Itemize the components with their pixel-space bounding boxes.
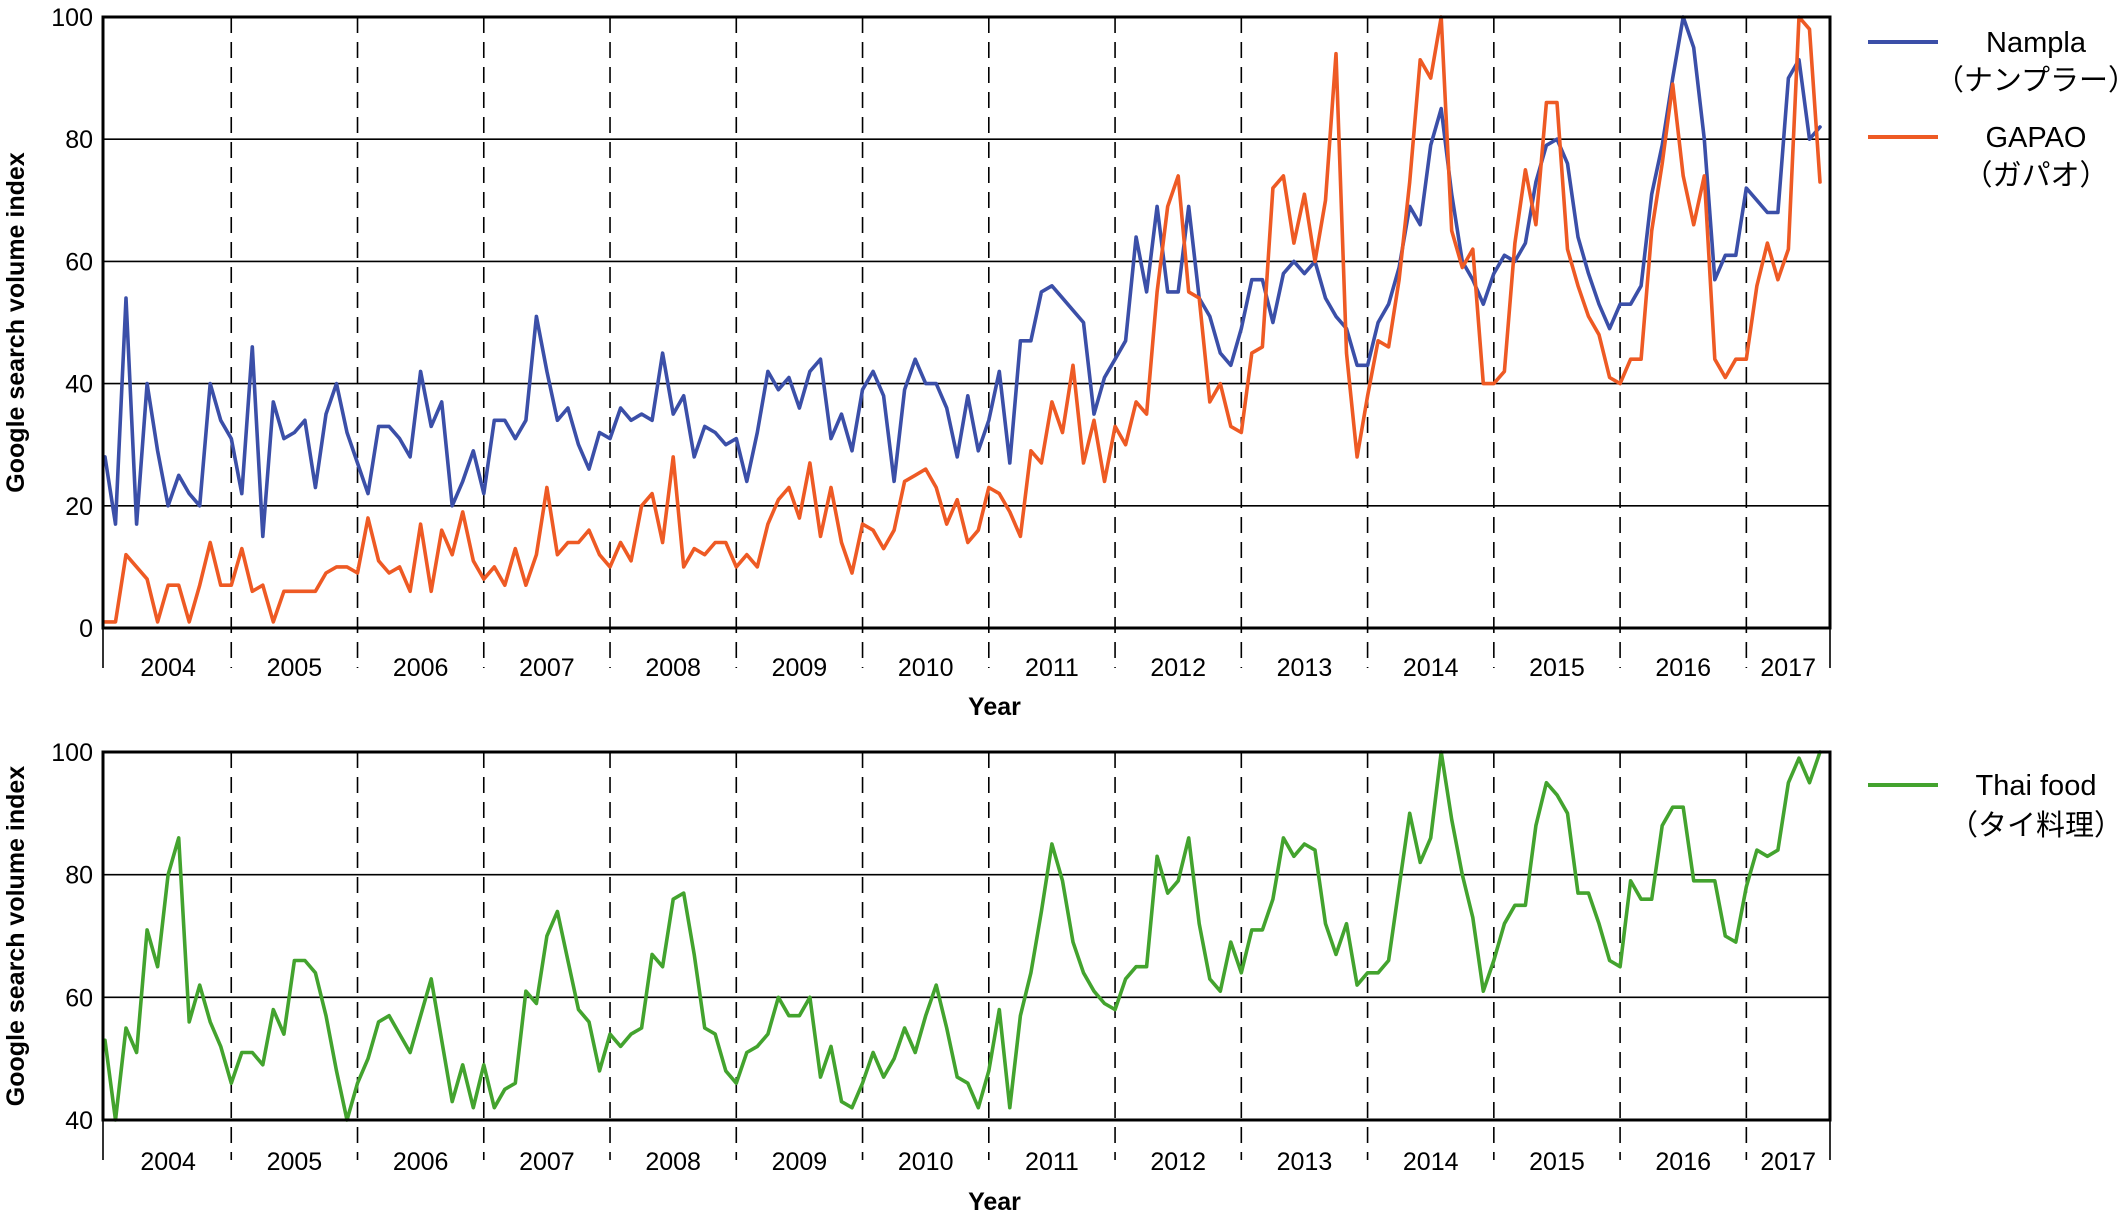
x-tick-label: 2010 — [898, 1148, 954, 1176]
y-tick-label: 40 — [65, 371, 93, 399]
x-tick-label: 2012 — [1150, 654, 1206, 682]
x-tick-label: 2013 — [1277, 654, 1333, 682]
plot-frame — [101, 750, 1832, 1122]
x-tick-label: 2014 — [1403, 654, 1459, 682]
x-tick-label: 2015 — [1529, 1148, 1585, 1176]
legend-label-jp: （ガパオ） — [1963, 160, 2108, 192]
x-tick-label: 2012 — [1150, 1148, 1206, 1176]
x-tick-label: 2011 — [1025, 654, 1079, 682]
top-chart-panel: 0 20 40 60 80 100 2004 2005 2006 2007 2008 2009 2010… — [2, 4, 2128, 721]
series-line-thai-food — [103, 750, 1822, 1122]
x-tick-label: 2017 — [1760, 654, 1816, 682]
series-line-gapao — [103, 15, 1822, 624]
x-tick-label: 2004 — [140, 654, 196, 682]
y-tick-label: 20 — [65, 493, 93, 521]
x-tick-label: 2006 — [393, 1148, 449, 1176]
y-tick-label: 100 — [51, 4, 93, 32]
y-axis-title: Google search volume index — [2, 152, 30, 492]
y-tick-label: 0 — [79, 615, 93, 643]
x-tick-label: 2008 — [645, 654, 701, 682]
y-tick-label: 40 — [65, 1107, 93, 1135]
x-tick-label: 2009 — [772, 654, 828, 682]
x-tick-label: 2017 — [1760, 1148, 1816, 1176]
legend-label-jp: （タイ料理） — [1949, 809, 2123, 842]
y-tick-label: 80 — [65, 862, 93, 890]
x-tick-label: 2007 — [519, 1148, 575, 1176]
y-tick-label: 100 — [51, 739, 93, 767]
x-tick-label: 2009 — [772, 1148, 828, 1176]
legend-label: Thai food — [1976, 770, 2097, 802]
x-tick-label: 2005 — [267, 1148, 323, 1176]
legend-label: Nampla — [1986, 27, 2087, 59]
y-tick-label: 80 — [65, 126, 93, 154]
y-tick-label: 60 — [65, 248, 93, 276]
x-tick-label: 2016 — [1655, 1148, 1711, 1176]
bottom-chart-panel: 40 60 80 100 2004 2005 2006 2007 2008 2009 2010 201… — [2, 739, 2123, 1216]
x-tick-label: 2007 — [519, 654, 575, 682]
y-axis-title: Google search volume index — [2, 766, 30, 1106]
x-tick-label: 2005 — [267, 654, 323, 682]
series-line-nampla — [103, 15, 1822, 539]
x-tick-label: 2011 — [1025, 1148, 1079, 1176]
x-tick-label: 2006 — [393, 654, 449, 682]
x-tick-label: 2015 — [1529, 654, 1585, 682]
x-tick-label: 2014 — [1403, 1148, 1459, 1176]
x-axis-title: Year — [968, 1188, 1021, 1216]
x-axis-title: Year — [968, 693, 1021, 721]
x-tick-label: 2010 — [898, 654, 954, 682]
legend-label-jp: （ナンプラー） — [1935, 65, 2128, 97]
x-tick-label: 2013 — [1277, 1148, 1333, 1176]
legend-label: GAPAO — [1986, 122, 2087, 154]
plot-frame — [101, 15, 1832, 630]
x-tick-label: 2016 — [1655, 654, 1711, 682]
x-tick-label: 2004 — [140, 1148, 196, 1176]
y-tick-label: 60 — [65, 984, 93, 1012]
x-tick-label: 2008 — [645, 1148, 701, 1176]
